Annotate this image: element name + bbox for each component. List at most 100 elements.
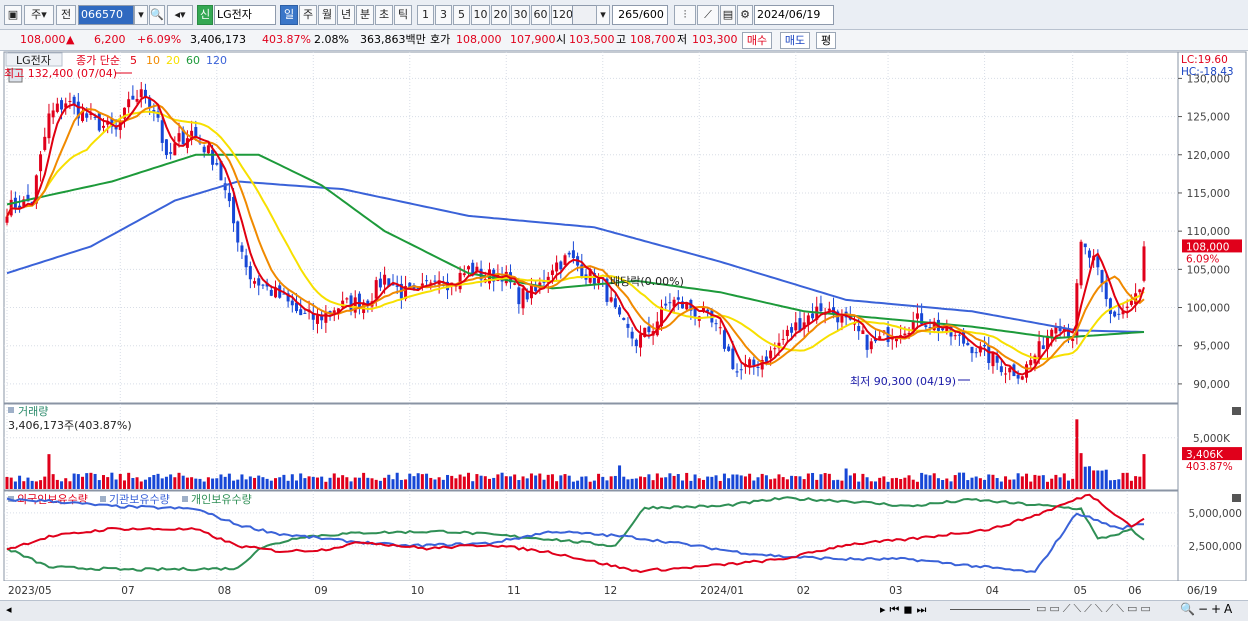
- timeframe-tab-3[interactable]: 년: [337, 5, 355, 25]
- candle-body: [387, 278, 391, 287]
- volume-bar: [936, 478, 940, 489]
- volume-bar: [261, 477, 265, 489]
- playback-controls-icon[interactable]: ▸⏮◼⏭: [880, 603, 931, 616]
- candle-body: [571, 250, 575, 259]
- candle-body: [957, 334, 961, 336]
- candle-body: [160, 120, 164, 143]
- holding-legend-marker: [100, 496, 106, 502]
- timeframe-tab-4[interactable]: 분: [356, 5, 374, 25]
- volume-bar: [748, 473, 752, 489]
- sound-icon[interactable]: ◂▾: [167, 5, 193, 25]
- candle-body: [999, 366, 1003, 373]
- interval-button-10[interactable]: 10: [471, 5, 490, 25]
- timeframe-tab-5[interactable]: 초: [375, 5, 393, 25]
- candle-body: [550, 270, 554, 276]
- low-price: 103,300: [692, 33, 738, 46]
- volume-bar: [404, 479, 408, 489]
- interval-button-60[interactable]: 60: [531, 5, 550, 25]
- interval-button-120[interactable]: 120: [551, 5, 573, 25]
- code-dropdown-icon[interactable]: ▾: [134, 5, 148, 25]
- candle-body: [618, 307, 622, 315]
- ma-legend-10: 10: [146, 54, 160, 67]
- volume-bar: [1113, 479, 1117, 489]
- volume-bar: [1029, 481, 1033, 489]
- timeframe-tab-0[interactable]: 일: [280, 5, 298, 25]
- interval-button-3[interactable]: 3: [435, 5, 452, 25]
- sell-button[interactable]: 매도: [780, 32, 810, 49]
- candle-body: [559, 261, 563, 270]
- candle-body: [634, 339, 638, 347]
- candle-body: [701, 307, 705, 312]
- period-select[interactable]: 주▾: [24, 5, 54, 25]
- ma-legend-5: 5: [130, 54, 137, 67]
- candle-body: [609, 297, 613, 302]
- current-price: 108,000: [20, 33, 66, 46]
- candle-body: [777, 342, 781, 349]
- volume-bar: [202, 481, 206, 489]
- candle-body: [22, 199, 26, 207]
- candle-body: [643, 327, 647, 338]
- candle-body: [261, 284, 265, 286]
- candle-body: [206, 145, 210, 154]
- volume-bar: [462, 476, 466, 489]
- interval-button-1[interactable]: 1: [417, 5, 434, 25]
- interval-dropdown-icon[interactable]: ▾: [596, 5, 610, 25]
- candle-body: [366, 300, 370, 306]
- volume-bar: [727, 478, 731, 489]
- volume-bar: [1066, 480, 1070, 489]
- candle-body: [1108, 298, 1112, 314]
- kind-select[interactable]: 전: [56, 5, 76, 25]
- volume-bar: [446, 474, 450, 489]
- stock-name-field[interactable]: LG전자: [214, 5, 276, 25]
- timeframe-tab-1[interactable]: 주: [299, 5, 317, 25]
- candle-body: [790, 327, 794, 333]
- date-field[interactable]: 2024/06/19: [754, 5, 834, 25]
- save-icon[interactable]: ▤: [720, 5, 736, 25]
- volume-bar: [223, 476, 227, 489]
- volume-bar: [836, 479, 840, 489]
- change-amount: 6,200: [94, 33, 126, 46]
- volume-bar: [576, 480, 580, 489]
- gear-icon[interactable]: ⚙: [737, 5, 753, 25]
- volume-bar: [811, 472, 815, 489]
- volume-bar: [248, 476, 252, 489]
- interval-button-5[interactable]: 5: [453, 5, 470, 25]
- interval-button-20[interactable]: 20: [491, 5, 510, 25]
- volume-bar: [571, 481, 575, 489]
- draw-tool-icon[interactable]: ⟋: [697, 5, 719, 25]
- volume-bar: [160, 478, 164, 489]
- volume-bar: [794, 476, 798, 489]
- holding-legend-1: 기관보유수량: [109, 493, 170, 506]
- volume-bar: [957, 472, 961, 489]
- volume-bar: [706, 476, 710, 489]
- drawing-tools-icon[interactable]: ▭▭⟋⟍⟋⟍⟋⟍▭▭: [1036, 602, 1154, 615]
- candle-body: [769, 350, 773, 359]
- price-axis-label: 90,000: [1193, 379, 1230, 391]
- timeframe-tab-2[interactable]: 월: [318, 5, 336, 25]
- chart-area: 130,000125,000120,000115,000110,000105,0…: [0, 51, 1248, 600]
- volume-bar: [13, 481, 17, 489]
- zoom-controls-icon[interactable]: 🔍−+A: [1180, 602, 1236, 616]
- interval-button-30[interactable]: 30: [511, 5, 530, 25]
- candle-body: [1033, 355, 1037, 364]
- volume-bar: [1050, 478, 1054, 489]
- layout-icon[interactable]: ▣: [4, 5, 22, 25]
- chart-scrollbar[interactable]: ◂ ▸⏮◼⏭ ▭▭⟋⟍⟋⟍⟋⟍▭▭ 🔍−+A: [0, 600, 1248, 621]
- candle-type-icon[interactable]: ⫶: [674, 5, 696, 25]
- search-icon[interactable]: 🔍: [149, 5, 165, 25]
- volume-bar: [274, 478, 278, 489]
- stock-code-input[interactable]: 066570: [78, 5, 134, 25]
- scroll-left-icon[interactable]: ◂: [6, 603, 12, 616]
- candle-body: [357, 293, 361, 309]
- buy-button[interactable]: 매수: [742, 32, 772, 49]
- data-count-field[interactable]: 265/600: [612, 5, 668, 25]
- volume-bar: [336, 477, 340, 489]
- volume-bar: [781, 477, 785, 489]
- average-button[interactable]: 평: [816, 32, 836, 49]
- candle-body: [1054, 327, 1058, 334]
- volume-bar: [995, 478, 999, 489]
- volume-title: 거래량: [18, 405, 48, 418]
- timeframe-tab-6[interactable]: 틱: [394, 5, 412, 25]
- volume-bar: [689, 480, 693, 489]
- zoom-slider[interactable]: [950, 609, 1030, 610]
